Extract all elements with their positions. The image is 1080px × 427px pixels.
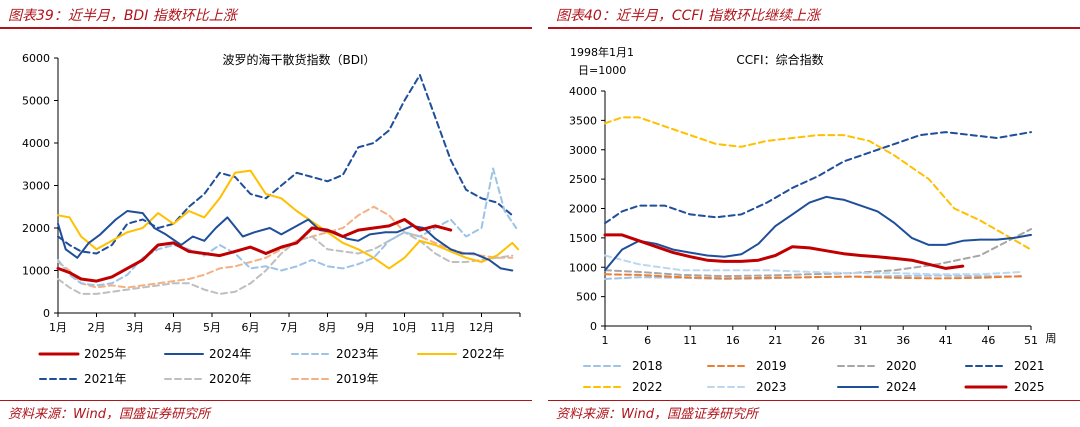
bdi-series-line-2022年 bbox=[57, 169, 520, 270]
ccfi-series-line-2022 bbox=[604, 116, 1032, 251]
ccfi-y-tick-label: 500 bbox=[576, 291, 597, 304]
ccfi-series-line-2025 bbox=[603, 233, 965, 270]
bdi-series-line-2024年 bbox=[57, 210, 514, 272]
bdi-source-note: 资料来源：Wind，国盛证券研究所 bbox=[8, 407, 210, 422]
ccfi-y-tick-label: 2000 bbox=[569, 203, 597, 216]
ccfi-legend-label: 2024 bbox=[886, 380, 917, 394]
ccfi-y-tick-label: 0 bbox=[590, 320, 597, 333]
ccfi-legend-label: 2020 bbox=[886, 359, 917, 373]
bdi-legend-label: 2025年 bbox=[84, 347, 127, 361]
bdi-x-tick-label: 11月 bbox=[431, 321, 456, 334]
ccfi-x-tick-label: 31 bbox=[854, 334, 868, 347]
bdi-x-tick-label: 2月 bbox=[88, 321, 106, 334]
ccfi-y-tick-label: 2500 bbox=[569, 173, 597, 186]
ccfi-chart-title: CCFI：综合指数 bbox=[736, 52, 823, 67]
bdi-x-tick-label: 1月 bbox=[49, 321, 67, 334]
ccfi-legend-label: 2023 bbox=[756, 380, 787, 394]
ccfi-series-line-2023 bbox=[604, 254, 1024, 276]
bdi-x-tick-label: 6月 bbox=[242, 321, 260, 334]
ccfi-x-tick-label: 41 bbox=[939, 334, 953, 347]
ccfi-x-tick-label: 46 bbox=[981, 334, 995, 347]
ccfi-source-note: 资料来源：Wind，国盛证券研究所 bbox=[556, 407, 758, 422]
ccfi-series-line-2019 bbox=[604, 273, 1024, 280]
bdi-x-tick-label: 4月 bbox=[165, 321, 183, 334]
ccfi-legend-label: 2025 bbox=[1014, 380, 1045, 394]
bdi-x-tick-label: 9月 bbox=[357, 321, 375, 334]
ccfi-chart: 1998年1月1 日=1000 CCFI：综合指数 0 500 1000 1500 2000 2… bbox=[569, 45, 1057, 394]
ccfi-series-line-2024 bbox=[604, 195, 1032, 272]
bdi-legend-label: 2023年 bbox=[336, 347, 379, 361]
ccfi-legend-label: 2018 bbox=[632, 359, 663, 373]
ccfi-y-tick-label: 1500 bbox=[569, 232, 597, 245]
ccfi-y-tick-label: 3500 bbox=[569, 114, 597, 127]
ccfi-series-line-2021 bbox=[604, 131, 1032, 225]
bdi-y-tick-label: 0 bbox=[43, 307, 50, 320]
bdi-legend-label: 2021年 bbox=[84, 372, 127, 386]
ccfi-x-axis-label: 周 bbox=[1046, 332, 1057, 345]
ccfi-legend-label: 2022 bbox=[632, 380, 663, 394]
ccfi-y-tick-label: 3000 bbox=[569, 144, 597, 157]
ccfi-legend-label: 2019 bbox=[756, 359, 787, 373]
ccfi-x-tick-label: 11 bbox=[683, 334, 697, 347]
bdi-x-tick-label: 8月 bbox=[319, 321, 337, 334]
ccfi-x-tick-label: 26 bbox=[811, 334, 825, 347]
bdi-x-tick-label: 7月 bbox=[280, 321, 298, 334]
bdi-series-line-2020年 bbox=[57, 231, 514, 295]
ccfi-panel: 图表40：近半月，CCFI 指数环比继续上涨 1998年1月1 日=1000 CCF… bbox=[548, 0, 1080, 427]
ccfi-x-tick-label: 36 bbox=[896, 334, 910, 347]
bdi-chart: 波罗的海干散货指数（BDI） 0 1000 2000 3000 4000 5000 6000 1… bbox=[22, 52, 521, 386]
ccfi-y-tick-label: 1000 bbox=[569, 261, 597, 274]
ccfi-unit-note-line1: 1998年1月1 bbox=[570, 45, 634, 59]
ccfi-series-line-2020 bbox=[604, 228, 1032, 278]
bdi-legend-label: 2019年 bbox=[336, 372, 379, 386]
bdi-series-line-2025年 bbox=[56, 218, 453, 283]
bdi-x-tick-label: 12月 bbox=[469, 321, 494, 334]
ccfi-x-tick-label: 21 bbox=[768, 334, 782, 347]
bdi-legend-label: 2020年 bbox=[209, 372, 252, 386]
bdi-y-tick-label: 5000 bbox=[22, 95, 50, 108]
ccfi-x-tick-label: 1 bbox=[602, 334, 609, 347]
bdi-series-line-2021年 bbox=[57, 74, 514, 255]
bdi-title-rule bbox=[0, 27, 532, 29]
bdi-x-tick-label: 3月 bbox=[126, 321, 144, 334]
bdi-x-tick-label: 5月 bbox=[203, 321, 221, 334]
ccfi-x-tick-label: 51 bbox=[1024, 334, 1038, 347]
bdi-legend-label: 2024年 bbox=[209, 347, 252, 361]
bdi-y-tick-label: 2000 bbox=[22, 222, 50, 235]
bdi-x-tick-label: 10月 bbox=[392, 321, 417, 334]
bdi-chart-title: 波罗的海干散货指数（BDI） bbox=[222, 52, 375, 67]
ccfi-source-rule bbox=[548, 400, 1080, 401]
bdi-panel: 图表39：近半月，BDI 指数环比上涨 波罗的海干散货指数（BDI） 0 1000 2… bbox=[0, 0, 532, 427]
bdi-series-line-2023年 bbox=[57, 167, 518, 287]
ccfi-y-tick-label: 4000 bbox=[569, 85, 597, 98]
ccfi-unit-note-line2: 日=1000 bbox=[578, 64, 626, 77]
bdi-legend-label: 2022年 bbox=[462, 347, 505, 361]
bdi-panel-title: 图表39：近半月，BDI 指数环比上涨 bbox=[8, 8, 237, 24]
bdi-y-tick-label: 3000 bbox=[22, 180, 50, 193]
bdi-source-rule bbox=[0, 400, 532, 401]
ccfi-legend-label: 2021 bbox=[1014, 359, 1045, 373]
bdi-series-line-2019年 bbox=[57, 205, 514, 289]
ccfi-panel-title: 图表40：近半月，CCFI 指数环比继续上涨 bbox=[556, 8, 820, 24]
bdi-y-tick-label: 6000 bbox=[22, 52, 50, 65]
ccfi-x-tick-label: 6 bbox=[644, 334, 651, 347]
bdi-y-tick-label: 4000 bbox=[22, 137, 50, 150]
bdi-y-tick-label: 1000 bbox=[22, 265, 50, 278]
ccfi-x-tick-label: 16 bbox=[726, 334, 740, 347]
ccfi-title-rule bbox=[548, 27, 1080, 29]
